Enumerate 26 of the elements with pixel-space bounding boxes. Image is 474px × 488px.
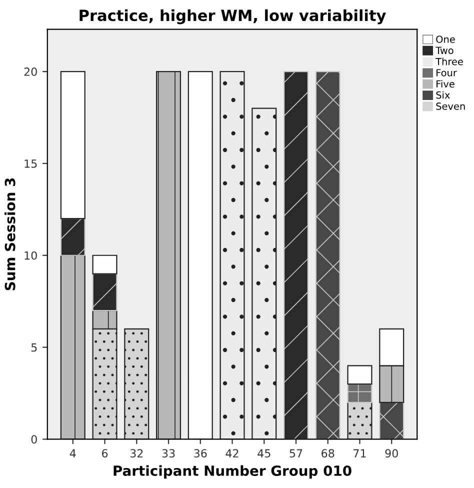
legend-label: Four	[436, 69, 457, 76]
x-tick-label: 68	[322, 449, 334, 458]
y-tick-label: 20	[24, 68, 37, 76]
legend-label: Six	[436, 91, 450, 99]
y-tick-label: 15	[24, 160, 37, 168]
x-tick-label: 57	[290, 449, 302, 458]
x-tick-label: 45	[258, 449, 270, 458]
legend-label: One	[436, 36, 455, 43]
y-tick-label: 0	[31, 435, 37, 444]
x-tick-label: 6	[102, 449, 108, 458]
x-tick-label: 36	[194, 449, 207, 458]
y-tick-label: 10	[24, 251, 37, 260]
x-tick-label: 33	[162, 449, 175, 458]
y-tick-label: 5	[31, 343, 37, 352]
x-tick-label: 90	[385, 449, 398, 458]
y-axis-title: Sum Session 3	[4, 178, 16, 290]
legend-label: Three	[436, 58, 463, 66]
x-tick-label: 42	[226, 449, 238, 458]
x-tick-label: 4	[70, 449, 76, 458]
legend-label: Two	[436, 46, 454, 54]
x-axis-title: Participant Number Group 010	[114, 465, 352, 479]
x-tick-label: 32	[130, 449, 143, 458]
chart-title: Practice, higher WM, low variability	[80, 9, 386, 24]
legend-label: Five	[436, 80, 454, 88]
legend-label: Seven	[436, 102, 465, 110]
x-tick-label: 71	[354, 449, 366, 458]
